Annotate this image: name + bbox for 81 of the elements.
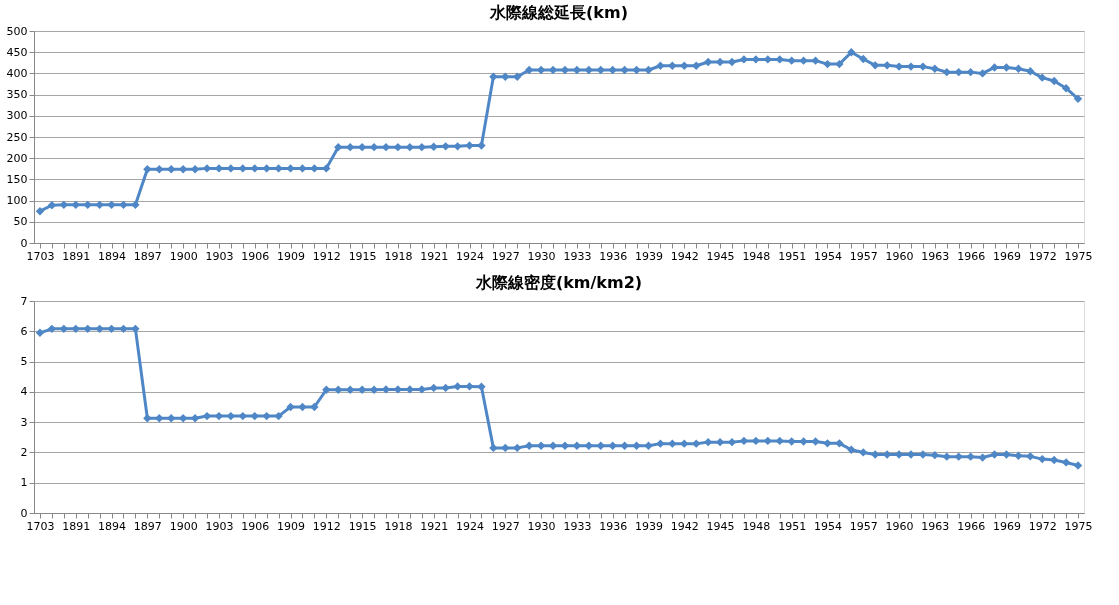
x-tick-label: 1942 [670, 249, 699, 263]
x-tick-label: 1960 [885, 249, 914, 263]
y-tick-label: 2 [20, 445, 28, 459]
x-tick-label: 1900 [169, 249, 198, 263]
x-tick-label: 1963 [921, 249, 950, 263]
y-tick-label: 7 [20, 294, 28, 308]
x-tick-label: 1960 [885, 519, 914, 533]
x-tick-label: 1891 [62, 519, 91, 533]
x-tick-label: 1897 [133, 519, 162, 533]
x-tick-label: 1903 [205, 249, 234, 263]
y-tick-label: 50 [13, 215, 28, 229]
y-tick-label: 400 [6, 66, 28, 80]
x-tick-label: 1891 [62, 249, 91, 263]
y-tick-label: 1 [20, 476, 28, 490]
y-tick-label: 0 [20, 236, 28, 250]
x-tick-label: 1924 [456, 249, 485, 263]
x-tick-label: 1933 [563, 519, 592, 533]
x-tick-label: 1921 [420, 519, 449, 533]
x-tick-label: 1930 [527, 519, 556, 533]
y-tick-label: 300 [6, 109, 28, 123]
x-tick-label: 1903 [205, 519, 234, 533]
x-tick-label: 1972 [1028, 249, 1057, 263]
x-tick-label: 1939 [634, 519, 663, 533]
x-tick-label: 1897 [133, 249, 162, 263]
x-tick-label: 1927 [491, 249, 520, 263]
y-tick-label: 200 [6, 151, 28, 165]
y-tick-label: 250 [6, 130, 28, 144]
x-tick-label: 1975 [1064, 249, 1093, 263]
x-tick-label: 1957 [849, 519, 878, 533]
y-tick-label: 150 [6, 172, 28, 186]
x-tick-label: 1933 [563, 249, 592, 263]
x-tick-label: 1951 [778, 249, 807, 263]
x-tick-label: 1963 [921, 519, 950, 533]
x-tick-label: 1975 [1064, 519, 1093, 533]
x-tick-label: 1703 [26, 249, 55, 263]
chart-title: 水際線密度(km/km2) [474, 273, 643, 292]
x-tick-label: 1966 [957, 519, 986, 533]
y-tick-label: 450 [6, 45, 28, 59]
x-tick-label: 1912 [312, 249, 341, 263]
y-tick-label: 0 [20, 506, 28, 520]
chart-title: 水際線総延長(km) [489, 3, 628, 22]
y-tick-label: 3 [20, 415, 28, 429]
x-tick-label: 1957 [849, 249, 878, 263]
x-tick-label: 1972 [1028, 519, 1057, 533]
x-tick-label: 1894 [98, 519, 127, 533]
y-tick-label: 100 [6, 194, 28, 208]
x-tick-label: 1924 [456, 519, 485, 533]
x-tick-label: 1969 [992, 249, 1021, 263]
x-tick-label: 1945 [706, 249, 735, 263]
y-tick-label: 6 [20, 324, 28, 338]
x-tick-label: 1912 [312, 519, 341, 533]
x-tick-label: 1936 [599, 249, 628, 263]
x-tick-label: 1954 [813, 519, 842, 533]
x-tick-label: 1942 [670, 519, 699, 533]
x-tick-label: 1945 [706, 519, 735, 533]
x-tick-label: 1918 [384, 249, 413, 263]
x-tick-label: 1936 [599, 519, 628, 533]
x-tick-label: 1900 [169, 519, 198, 533]
x-tick-label: 1918 [384, 519, 413, 533]
y-tick-label: 4 [20, 385, 28, 399]
x-tick-label: 1703 [26, 519, 55, 533]
x-tick-label: 1927 [491, 519, 520, 533]
x-tick-label: 1954 [813, 249, 842, 263]
x-tick-label: 1894 [98, 249, 127, 263]
x-tick-label: 1969 [992, 519, 1021, 533]
x-tick-label: 1948 [742, 249, 771, 263]
y-tick-label: 350 [6, 88, 28, 102]
y-tick-label: 500 [6, 24, 28, 38]
x-tick-label: 1906 [241, 249, 270, 263]
x-tick-label: 1930 [527, 249, 556, 263]
x-tick-label: 1921 [420, 249, 449, 263]
x-tick-label: 1915 [348, 249, 377, 263]
x-tick-label: 1939 [634, 249, 663, 263]
x-tick-label: 1906 [241, 519, 270, 533]
x-tick-label: 1909 [277, 519, 306, 533]
x-tick-label: 1909 [277, 249, 306, 263]
x-tick-label: 1948 [742, 519, 771, 533]
x-tick-label: 1951 [778, 519, 807, 533]
x-tick-label: 1915 [348, 519, 377, 533]
x-tick-label: 1966 [957, 249, 986, 263]
y-tick-label: 5 [20, 355, 28, 369]
